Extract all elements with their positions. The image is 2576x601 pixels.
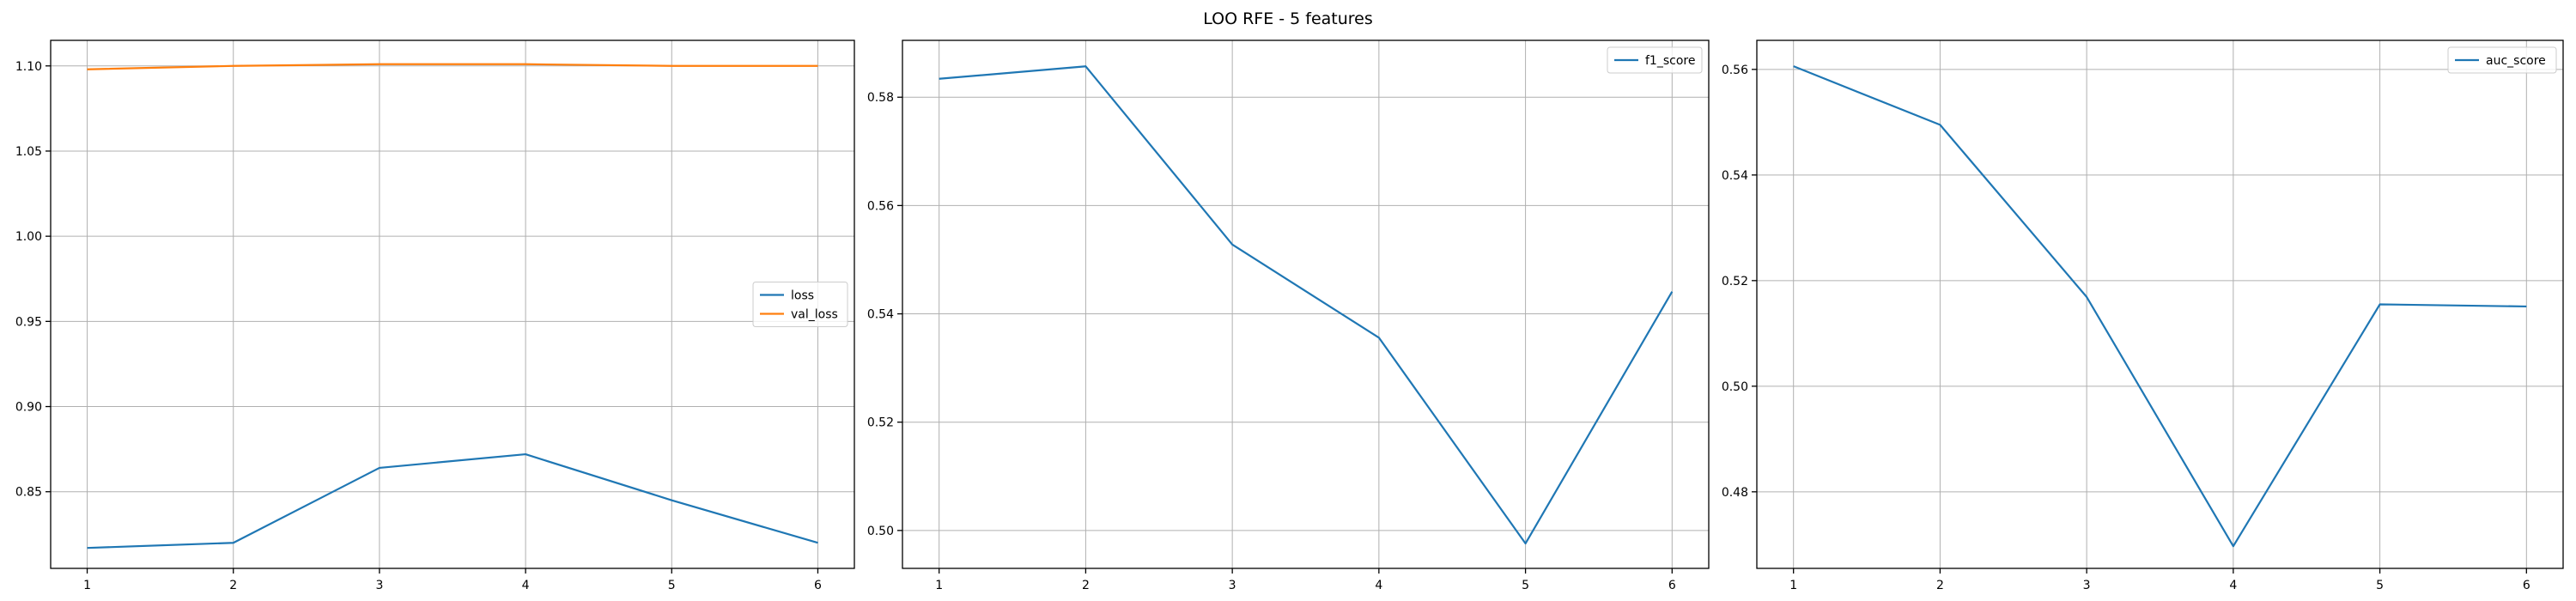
legend: auc_score xyxy=(2447,46,2557,74)
subplots: 1 2 3 4 5 6 0.85 0.90 0.95 1.00 1.05 1.10 loss val_lo… xyxy=(15,39,2564,592)
x-tick-label: 5 xyxy=(2376,579,2384,592)
legend-box xyxy=(1607,46,1703,74)
data-point-auc_score xyxy=(2086,295,2088,298)
data-point-val_loss xyxy=(232,64,234,67)
y-tick-label: 0.95 xyxy=(15,315,42,329)
y-tick-label: 0.85 xyxy=(15,486,42,500)
data-point-auc_score xyxy=(2232,545,2234,548)
y-tick-label: 0.52 xyxy=(867,416,894,430)
y-tick-label: 0.56 xyxy=(1722,64,1748,77)
y-tick-label: 0.90 xyxy=(15,401,42,415)
x-tick-label: 5 xyxy=(1522,579,1529,592)
subplot-2: 1 2 3 4 5 6 0.50 0.52 0.54 0.56 0.58 f1_score xyxy=(867,39,1710,592)
series-line-val_loss xyxy=(87,63,818,70)
data-point-auc_score xyxy=(2525,305,2528,307)
y-tick-label: 0.58 xyxy=(867,91,894,105)
y-tick-label: 1.10 xyxy=(15,60,42,74)
legend-label-f1_score: f1_score xyxy=(1645,54,1695,68)
x-tick-label: 3 xyxy=(2083,579,2091,592)
legend-box xyxy=(2447,46,2557,74)
data-point-f1_score xyxy=(1671,290,1674,293)
data-point-val_loss xyxy=(525,63,527,65)
y-tick-label: 0.50 xyxy=(1722,380,1748,394)
data-point-val_loss xyxy=(86,68,88,70)
data-point-loss xyxy=(378,466,380,469)
data-point-loss xyxy=(525,453,527,456)
y-tick-label: 1.00 xyxy=(15,230,42,244)
data-point-f1_score xyxy=(1231,243,1234,246)
legend-label-val_loss: val_loss xyxy=(791,308,838,322)
x-tick-label: 6 xyxy=(1668,579,1676,592)
y-tick-label: 0.54 xyxy=(867,308,894,322)
legend-label-loss: loss xyxy=(791,289,814,303)
data-point-f1_score xyxy=(1524,542,1527,544)
x-tick-label: 1 xyxy=(83,579,91,592)
legend-box xyxy=(752,282,848,327)
data-point-auc_score xyxy=(2379,303,2381,306)
series-line-f1_score xyxy=(939,65,1674,545)
y-tick-label: 0.50 xyxy=(867,525,894,538)
y-tick-label: 0.52 xyxy=(1722,275,1748,288)
data-point-val_loss xyxy=(378,63,380,65)
x-tick-label: 1 xyxy=(935,579,943,592)
y-tick-label: 1.05 xyxy=(15,145,42,159)
x-tick-label: 6 xyxy=(814,579,822,592)
data-point-val_loss xyxy=(671,64,673,67)
subplot-3: 1 2 3 4 5 6 0.48 0.50 0.52 0.54 0.56 auc_score xyxy=(1722,39,2564,592)
x-tick-label: 2 xyxy=(229,579,237,592)
y-tick-label: 0.54 xyxy=(1722,169,1748,183)
data-point-loss xyxy=(232,542,234,544)
x-tick-label: 6 xyxy=(2523,579,2530,592)
data-point-loss xyxy=(817,542,819,544)
series-line-auc_score xyxy=(1793,65,2527,548)
x-tick-label: 4 xyxy=(522,579,530,592)
data-point-loss xyxy=(671,499,673,501)
data-point-loss xyxy=(86,547,88,549)
y-tick-label: 0.48 xyxy=(1722,486,1748,500)
axes-frame xyxy=(50,39,855,569)
x-tick-label: 2 xyxy=(1082,579,1090,592)
x-tick-label: 1 xyxy=(1789,579,1797,592)
legend: f1_score xyxy=(1607,46,1703,74)
subplot-1: 1 2 3 4 5 6 0.85 0.90 0.95 1.00 1.05 1.10 loss val_lo… xyxy=(15,39,855,592)
data-point-auc_score xyxy=(1792,65,1795,68)
data-point-f1_score xyxy=(938,77,940,80)
series-line-loss xyxy=(87,452,818,549)
data-point-f1_score xyxy=(1084,65,1087,68)
data-point-f1_score xyxy=(1377,337,1380,339)
x-tick-label: 2 xyxy=(1936,579,1944,592)
data-point-auc_score xyxy=(1939,124,1941,126)
axes-frame xyxy=(902,39,1710,569)
x-tick-label: 5 xyxy=(668,579,676,592)
y-tick-label: 0.56 xyxy=(867,199,894,213)
x-tick-label: 3 xyxy=(375,579,383,592)
legend-label-auc_score: auc_score xyxy=(2486,54,2546,68)
legend: loss val_loss xyxy=(752,282,848,327)
figure-title: LOO RFE - 5 features xyxy=(1203,9,1373,28)
x-tick-label: 4 xyxy=(2229,579,2237,592)
x-tick-label: 3 xyxy=(1229,579,1236,592)
x-tick-label: 4 xyxy=(1375,579,1382,592)
axes-frame xyxy=(1756,39,2564,569)
data-point-val_loss xyxy=(817,64,819,67)
